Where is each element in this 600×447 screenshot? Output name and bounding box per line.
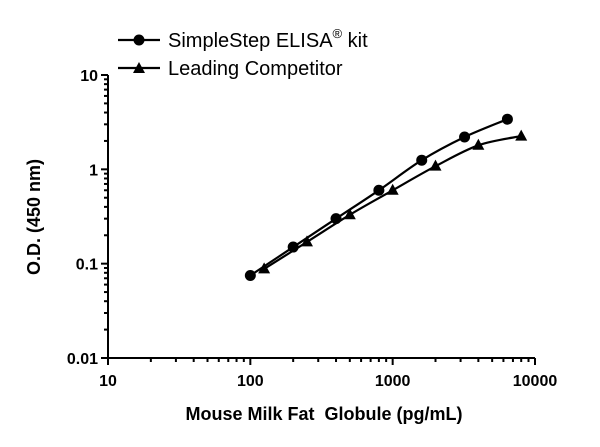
x-axis-title: Mouse Milk Fat Globule (pg/mL) (186, 404, 463, 424)
y-tick-label: 0.1 (76, 257, 98, 274)
x-tick-label: 10000 (513, 373, 558, 390)
x-tick-label: 1000 (375, 373, 411, 390)
axes: 0.01 0.1 1 10 10 100 1000 10000 (67, 68, 557, 390)
data-point-circle (416, 154, 428, 166)
data-point-triangle (258, 262, 271, 274)
legend-marker-circle (133, 34, 145, 46)
series-line-2 (263, 135, 522, 270)
x-tick-label: 10 (99, 373, 117, 390)
data-point-circle (244, 269, 256, 281)
legend-label-superscript: ® (333, 26, 343, 41)
data-point-triangle (515, 129, 528, 141)
legend: SimpleStep ELISA® kit Leading Competitor (118, 26, 368, 80)
series-layer (244, 113, 528, 281)
data-point-triangle (300, 235, 313, 247)
legend-item-series-2: Leading Competitor (118, 58, 343, 80)
data-point-triangle (472, 138, 485, 150)
y-tick-label: 0.01 (67, 351, 98, 368)
data-point-circle (373, 184, 385, 196)
y-tick-label: 10 (80, 68, 98, 85)
data-point-triangle (386, 183, 399, 195)
x-tick-label: 100 (237, 373, 264, 390)
data-point-triangle (429, 159, 442, 171)
legend-item-series-1: SimpleStep ELISA® kit (118, 26, 368, 52)
data-point-circle (459, 131, 471, 143)
data-point-triangle (343, 208, 356, 220)
legend-marker-triangle (133, 62, 145, 73)
y-axis-title: O.D. (450 nm) (24, 159, 44, 275)
data-point-circle (501, 113, 513, 125)
legend-label-suffix: kit (342, 30, 368, 52)
legend-label-series-2: Leading Competitor (168, 58, 343, 80)
legend-label-series-1: SimpleStep ELISA® kit (168, 26, 368, 52)
y-tick-label: 1 (89, 162, 98, 179)
